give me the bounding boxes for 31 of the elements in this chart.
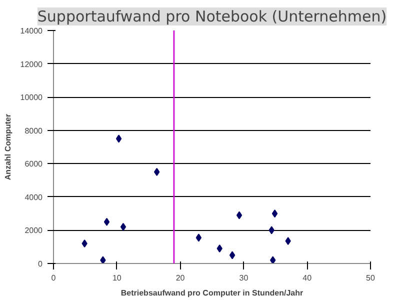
point	[236, 211, 242, 220]
point	[82, 240, 88, 248]
x-tick-label: 20	[176, 274, 186, 282]
x-tick-label: 0	[51, 274, 56, 282]
x-tick-label: 10	[112, 274, 122, 282]
y-axis-title: Anzahl Computer	[3, 114, 12, 180]
point	[285, 237, 291, 246]
y-tick-label: 10000	[20, 93, 44, 102]
y-tick-label: 12000	[20, 60, 44, 69]
point	[270, 256, 276, 264]
point	[120, 222, 126, 231]
point	[229, 251, 236, 260]
point	[272, 210, 278, 218]
y-tick-label: 4000	[24, 192, 44, 202]
y-tick-label: 14000	[20, 26, 44, 36]
chart-title: Supportaufwand pro Notebook (Unternehmen)	[37, 8, 387, 26]
x-tick-label: 30	[239, 274, 249, 282]
y-tick-label: 6000	[24, 160, 44, 169]
point	[104, 218, 110, 226]
point	[216, 244, 222, 253]
y-tick-label: 2000	[24, 226, 44, 236]
point	[116, 134, 122, 143]
x-tick-label: 50	[366, 274, 376, 282]
point	[196, 234, 202, 242]
point	[100, 256, 106, 264]
y-tick-label: 0	[38, 260, 44, 268]
x-tick-label: 40	[302, 274, 312, 282]
x-axis-title: Betriebsaufwand pro Computer in Stunden/Jahr	[120, 288, 304, 298]
y-tick-label: 8000	[24, 126, 44, 136]
point	[268, 226, 274, 234]
point	[154, 168, 160, 176]
